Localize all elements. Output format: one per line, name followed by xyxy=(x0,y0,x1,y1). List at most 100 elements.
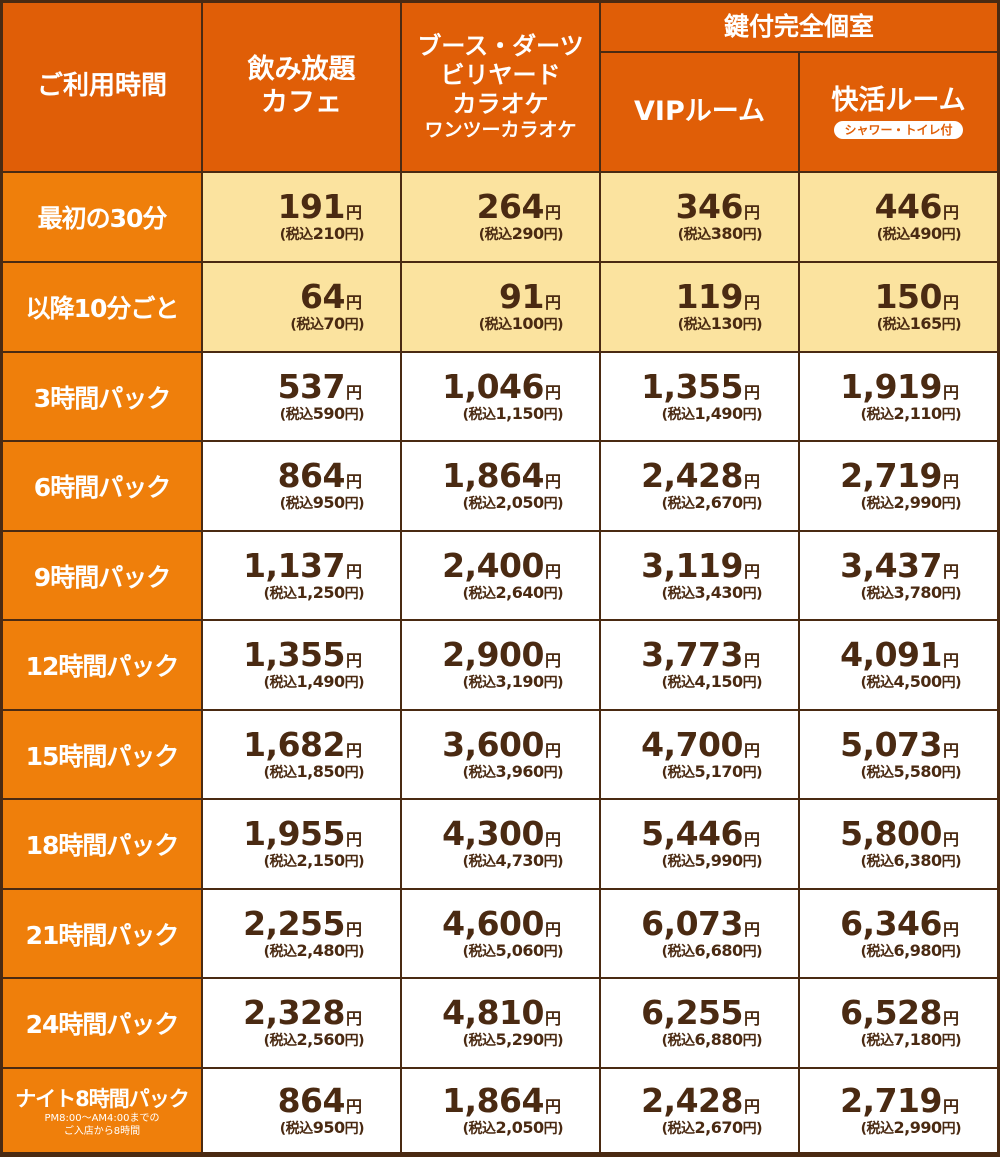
price-main: 1,864円 xyxy=(442,1080,561,1120)
price-value: 2,428 xyxy=(641,1080,743,1120)
tax-suffix: 円) xyxy=(543,1033,564,1050)
tax-suffix: 円) xyxy=(742,675,763,692)
price-cell: 2,900円 (税込3,190円) xyxy=(402,621,599,709)
tax-value: 380 xyxy=(710,224,743,244)
row-label-text: 24時間パック xyxy=(25,1010,180,1039)
tax-included-price: (税込490円) xyxy=(877,224,962,244)
tax-included-price: (税込70円) xyxy=(290,315,364,333)
tax-prefix: (税込 xyxy=(290,317,324,334)
price-value: 1,955 xyxy=(243,814,345,854)
price-value: 150 xyxy=(874,277,943,317)
price-value: 1,355 xyxy=(243,635,345,675)
row-label-note: ご入店から8時間 xyxy=(63,1125,141,1137)
price-value: 6,255 xyxy=(641,993,743,1033)
shower-toilet-badge: シャワー・トイレ付 xyxy=(834,120,963,140)
tax-prefix: (税込 xyxy=(661,496,695,513)
row-label: 最初の30分 xyxy=(3,173,201,261)
tax-prefix: (税込 xyxy=(860,854,894,871)
price-cell: 3,773円 (税込4,150円) xyxy=(601,621,798,709)
price-main: 64円 xyxy=(300,280,362,315)
price-cell: 91円 (税込100円) xyxy=(402,263,599,351)
price-value: 2,400 xyxy=(442,545,544,585)
price-main: 864円 xyxy=(278,459,362,494)
price-value: 1,046 xyxy=(442,366,544,406)
price-main: 6,346円 xyxy=(840,906,959,942)
tax-prefix: (税込 xyxy=(462,1033,496,1050)
tax-suffix: 円) xyxy=(941,585,962,602)
tax-prefix: (税込 xyxy=(860,764,894,781)
price-value: 3,600 xyxy=(442,724,544,764)
price-main: 2,255円 xyxy=(243,906,362,942)
tax-included-price: (税込1,250円) xyxy=(264,583,365,602)
yen-unit: 円 xyxy=(544,1096,561,1116)
row-label-text: 最初の30分 xyxy=(37,204,168,233)
header-booth-darts-billiards-karaoke: ブース・ダーツ ビリヤード カラオケ ワンツーカラオケ xyxy=(402,3,599,171)
row-label-text: 3時間パック xyxy=(33,383,171,413)
header-col2-line2: ビリヤード xyxy=(440,60,561,89)
tax-included-price: (税込7,180円) xyxy=(861,1031,962,1049)
yen-unit: 円 xyxy=(743,472,760,492)
tax-prefix: (税込 xyxy=(661,943,695,960)
price-cell: 6,346円 (税込6,980円) xyxy=(800,890,997,977)
tax-prefix: (税込 xyxy=(462,675,496,692)
row-label-text: 6時間パック xyxy=(33,473,171,502)
header-vip-room-label: VIPルーム xyxy=(634,95,765,127)
tax-prefix: (税込 xyxy=(462,854,496,871)
tax-prefix: (税込 xyxy=(462,1120,496,1137)
header-kaikatsu-room-label: 快活ルーム xyxy=(831,84,966,116)
tax-prefix: (税込 xyxy=(263,1033,297,1050)
tax-value: 165 xyxy=(909,314,942,334)
tax-included-price: (税込2,050円) xyxy=(462,1118,564,1137)
yen-unit: 円 xyxy=(345,1096,362,1116)
price-cell: 1,046円 (税込1,150円) xyxy=(402,353,599,440)
tax-prefix: (税込 xyxy=(860,943,894,960)
row-label-text: ナイト8時間パック xyxy=(15,1087,190,1111)
price-value: 2,428 xyxy=(641,456,743,496)
yen-unit: 円 xyxy=(345,203,362,223)
tax-included-price: (税込4,150円) xyxy=(662,673,763,692)
yen-unit: 円 xyxy=(544,651,561,671)
tax-suffix: 円) xyxy=(543,675,564,692)
tax-included-price: (税込1,850円) xyxy=(264,762,365,781)
price-cell: 1,864円 (税込2,050円) xyxy=(402,442,599,530)
tax-included-price: (税込1,490円) xyxy=(662,404,763,423)
price-cell: 5,446円 (税込5,990円) xyxy=(601,800,798,888)
price-value: 537 xyxy=(277,366,346,406)
tax-suffix: 円) xyxy=(344,585,365,602)
header-usage-time-label: ご利用時間 xyxy=(36,71,167,102)
price-value: 5,073 xyxy=(840,724,942,764)
header-drink-bar-cafe: 飲み放題 カフェ xyxy=(203,3,400,171)
tax-included-price: (税込3,430円) xyxy=(662,583,763,602)
price-main: 264円 xyxy=(477,190,561,225)
yen-unit: 円 xyxy=(743,561,760,581)
tax-included-price: (税込2,480円) xyxy=(264,941,365,960)
tax-suffix: 円) xyxy=(543,406,564,423)
tax-prefix: (税込 xyxy=(462,764,496,781)
tax-prefix: (税込 xyxy=(677,317,711,334)
price-value: 1,864 xyxy=(442,1080,544,1120)
tax-value: 490 xyxy=(909,224,942,244)
price-main: 1,955円 xyxy=(243,817,362,852)
price-cell: 4,700円 (税込5,170円) xyxy=(601,711,798,798)
tax-prefix: (税込 xyxy=(860,1120,894,1137)
tax-suffix: 円) xyxy=(742,317,763,334)
tax-value: 2,670 xyxy=(694,493,743,513)
tax-included-price: (税込3,780円) xyxy=(861,583,962,602)
price-value: 5,800 xyxy=(840,814,942,854)
tax-included-price: (税込6,380円) xyxy=(860,852,962,871)
yen-unit: 円 xyxy=(345,740,362,760)
price-main: 1,864円 xyxy=(442,459,561,494)
tax-suffix: 円) xyxy=(941,675,962,692)
price-main: 4,600円 xyxy=(442,906,561,942)
tax-suffix: 円) xyxy=(543,496,564,513)
tax-prefix: (税込 xyxy=(279,406,313,423)
tax-included-price: (税込2,990円) xyxy=(861,494,962,512)
price-main: 6,528円 xyxy=(840,996,959,1031)
yen-unit: 円 xyxy=(743,203,760,223)
price-cell: 2,719円 (税込2,990円) xyxy=(800,1069,997,1152)
tax-suffix: 円) xyxy=(344,1120,365,1137)
price-cell: 4,600円 (税込5,060円) xyxy=(402,890,599,977)
tax-included-price: (税込6,680円) xyxy=(661,941,763,960)
yen-unit: 円 xyxy=(544,472,561,492)
